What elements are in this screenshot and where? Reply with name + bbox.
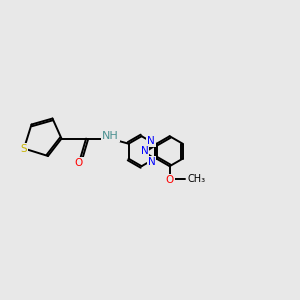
Text: N: N xyxy=(148,157,155,167)
Text: N: N xyxy=(147,136,155,146)
Text: O: O xyxy=(75,158,83,168)
Text: CH₃: CH₃ xyxy=(187,174,206,184)
Text: NH: NH xyxy=(102,131,119,141)
Text: N: N xyxy=(141,146,148,156)
Text: S: S xyxy=(21,143,27,154)
Text: O: O xyxy=(166,175,174,185)
